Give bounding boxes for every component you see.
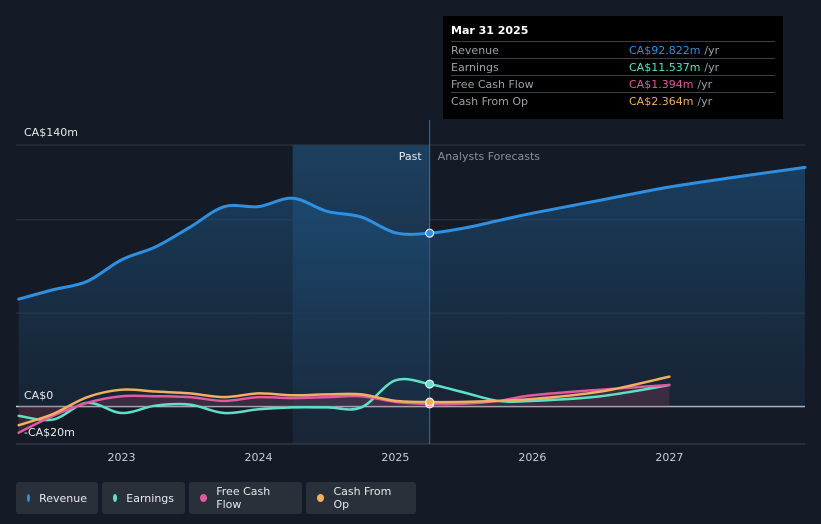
earnings-point: [425, 379, 435, 389]
legend-dot-icon: [200, 494, 208, 502]
x-tick-label: 2025: [381, 451, 409, 464]
legend-label: Earnings: [126, 491, 174, 505]
tooltip-label: Free Cash Flow: [451, 77, 534, 91]
legend-dot-icon: [27, 494, 31, 502]
tooltip-label: Cash From Op: [451, 94, 529, 108]
revenue-area: [18, 167, 806, 407]
tooltip-label: Revenue: [451, 43, 499, 57]
legend: Revenue Earnings Free Cash Flow Cash Fro…: [16, 482, 416, 514]
y-label-bottom: -CA$20m: [24, 426, 75, 439]
tooltip-value: CA$1.394m: [629, 77, 694, 91]
legend-dot-icon: [317, 494, 325, 502]
tooltip-date: Mar 31 2025: [451, 24, 529, 37]
x-tick-label: 2023: [107, 451, 135, 464]
tooltip-unit: /yr: [704, 60, 720, 74]
tooltip-value: CA$11.537m: [629, 60, 701, 74]
past-label: Past: [399, 150, 423, 163]
revenue-point: [425, 228, 435, 238]
x-tick-label: 2024: [244, 451, 272, 464]
legend-item-cash-from-op[interactable]: Cash From Op: [306, 482, 416, 514]
tooltip-row-earnings: Earnings CA$11.537m /yr: [451, 58, 775, 75]
y-label-top: CA$140m: [24, 126, 78, 139]
tooltip-unit: /yr: [697, 77, 713, 91]
tooltip-value: CA$2.364m: [629, 94, 694, 108]
legend-label: Revenue: [39, 491, 87, 505]
tooltip: Mar 31 2025 Revenue CA$92.822m /yr Earni…: [443, 16, 783, 119]
cash-from-op-line: [17, 375, 671, 427]
revenue-line: [17, 165, 807, 301]
tooltip-row-free-cash-flow: Free Cash Flow CA$1.394m /yr: [451, 75, 775, 92]
x-tick-label: 2027: [655, 451, 683, 464]
tooltip-label: Earnings: [451, 60, 499, 74]
x-tick-label: 2026: [518, 451, 546, 464]
legend-item-free-cash-flow[interactable]: Free Cash Flow: [189, 482, 302, 514]
forecast-label: Analysts Forecasts: [438, 150, 541, 163]
legend-label: Cash From Op: [333, 485, 392, 511]
tooltip-unit: /yr: [697, 94, 713, 108]
legend-label: Free Cash Flow: [216, 485, 271, 511]
legend-item-earnings[interactable]: Earnings: [102, 482, 185, 514]
legend-item-revenue[interactable]: Revenue: [16, 482, 98, 514]
legend-dot-icon: [113, 494, 118, 502]
tooltip-row-revenue: Revenue CA$92.822m /yr: [451, 41, 775, 58]
tooltip-row-cash-from-op: Cash From Op CA$2.364m /yr: [451, 92, 775, 109]
tooltip-value: CA$92.822m: [629, 43, 701, 57]
tooltip-unit: /yr: [704, 43, 720, 57]
cash-from-op-point: [425, 397, 435, 407]
y-label-zero: CA$0: [24, 389, 53, 402]
